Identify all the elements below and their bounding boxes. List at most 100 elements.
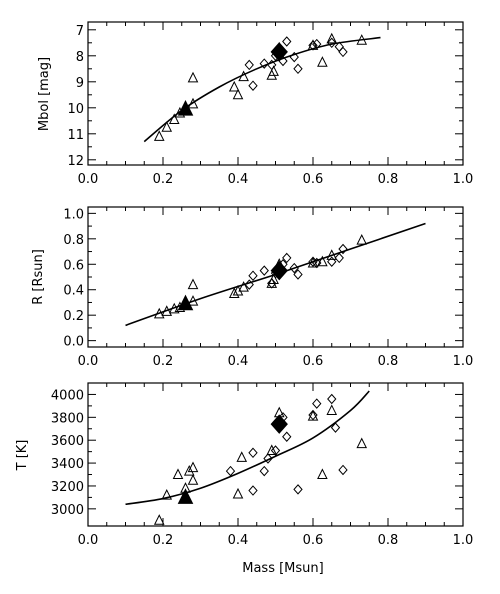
x-tick-label: 0.4 (228, 172, 249, 187)
y-tick-label: 0.0 (63, 335, 84, 350)
diamond-marker (282, 36, 292, 47)
y-tick-label: 3600 (51, 434, 84, 449)
y-tick-label: 3200 (51, 480, 84, 495)
triangle-marker (161, 488, 173, 500)
y-tick-labels: 0.0 0.2 0.4 0.6 0.8 1.0 (63, 207, 84, 349)
diamond-marker (259, 265, 269, 276)
triangle-marker (238, 281, 249, 292)
triangle-marker (268, 65, 279, 76)
y-axis-title: T [K] (15, 440, 30, 472)
diamond-marker (282, 252, 292, 264)
diamond-marker (312, 398, 322, 409)
triangle-marker (153, 307, 165, 319)
triangle-marker (183, 464, 195, 476)
filled-triangle-marker (177, 488, 194, 504)
y-tick-label: 8 (76, 50, 84, 65)
y-tick-label: 0.8 (63, 233, 84, 248)
diamond-marker (259, 58, 269, 69)
triangle-marker (326, 32, 338, 44)
x-tick-label: 0.8 (378, 354, 399, 369)
triangle-marker (266, 69, 278, 80)
x-tick-label: 0.2 (153, 172, 174, 187)
triangle-marker (168, 113, 180, 124)
x-tick-label: 0.6 (303, 354, 324, 369)
diamond-marker (334, 252, 344, 264)
triangle-marker (326, 404, 338, 415)
diamond-marker (293, 269, 303, 280)
diamond-marker (330, 422, 341, 433)
tick-marks (87, 383, 464, 526)
triangle-marker (356, 437, 368, 449)
fit-curve-group (143, 36, 381, 143)
x-tick-label: 0.2 (153, 354, 174, 369)
triangle-marker (232, 88, 244, 100)
diamond-marker (327, 256, 337, 267)
diamond-marker (248, 485, 258, 496)
triangle-marker (187, 295, 199, 306)
triangle-marker (326, 249, 338, 260)
triangle-marker (153, 514, 165, 525)
triangle-marker (187, 278, 199, 290)
triangle-marker (266, 444, 278, 455)
y-tick-label: 0.4 (63, 284, 84, 299)
diamond-marker (312, 257, 322, 269)
x-tick-labels: 0.0 0.2 0.4 0.6 0.8 1.0 (78, 354, 474, 369)
y-tick-label: 9 (76, 76, 84, 91)
x-axis-title: Mass [Msun] (242, 561, 323, 576)
diamond-marker (244, 279, 254, 290)
diamond-marker (327, 393, 337, 405)
x-tick-label: 1.0 (453, 533, 474, 548)
x-tick-label: 0.6 (303, 533, 324, 548)
panel-temperature: 3000 3200 3400 3600 3800 4000 0.0 0.2 0.4 0.6 0.8… (15, 382, 474, 576)
y-tick-labels: 7 8 9 10 11 12 (67, 24, 84, 169)
y-tick-label: 12 (67, 154, 84, 169)
y-tick-label: 10 (67, 102, 84, 117)
x-tick-label: 0.2 (153, 533, 174, 548)
y-tick-label: 0.2 (63, 309, 84, 324)
data-points-group (153, 233, 368, 319)
x-tick-label: 0.8 (378, 172, 399, 187)
y-tick-label: 1.0 (63, 207, 84, 222)
filled-diamond-marker (270, 42, 288, 62)
fit-curve (143, 36, 381, 143)
diamond-marker (312, 38, 322, 50)
y-tick-label: 0.6 (63, 258, 84, 273)
y-tick-label: 4000 (51, 388, 84, 403)
y-tick-label: 3400 (51, 457, 84, 472)
triangle-marker (187, 474, 199, 485)
panel-mbol: 7 8 9 10 11 12 0.0 0.2 0.4 0.6 0.8 1.0 Mbol [mag] (37, 21, 474, 187)
diamond-marker (270, 445, 281, 456)
triangle-marker (161, 121, 173, 132)
x-tick-labels: 0.0 0.2 0.4 0.6 0.8 1.0 (78, 172, 474, 187)
diamond-marker (289, 262, 299, 274)
diamond-marker (248, 447, 258, 459)
diamond-marker (338, 46, 348, 58)
y-tick-label: 7 (76, 24, 84, 39)
diamond-marker (259, 465, 269, 477)
diamond-marker (225, 465, 236, 477)
triangle-marker (356, 233, 368, 245)
triangle-marker (172, 468, 184, 480)
diamond-marker (338, 464, 348, 476)
triangle-marker (232, 284, 244, 296)
x-tick-label: 0.4 (228, 354, 249, 369)
tick-marks (87, 22, 464, 165)
diamond-marker (282, 431, 292, 443)
triangle-marker (153, 130, 165, 141)
triangle-marker (317, 56, 328, 67)
triangle-marker (161, 305, 173, 316)
triangle-marker (187, 461, 199, 473)
y-tick-label: 11 (67, 128, 84, 143)
data-points-group (153, 393, 368, 525)
filled-triangle-marker (177, 99, 194, 116)
x-tick-label: 0.0 (78, 533, 99, 548)
triangle-marker (317, 468, 328, 480)
y-tick-label: 3800 (51, 411, 84, 426)
diamond-marker (308, 40, 318, 51)
tick-marks (87, 207, 464, 347)
y-tick-label: 3000 (51, 503, 84, 518)
data-points-group (153, 32, 368, 141)
x-tick-label: 1.0 (453, 172, 474, 187)
triangle-marker (187, 71, 199, 83)
